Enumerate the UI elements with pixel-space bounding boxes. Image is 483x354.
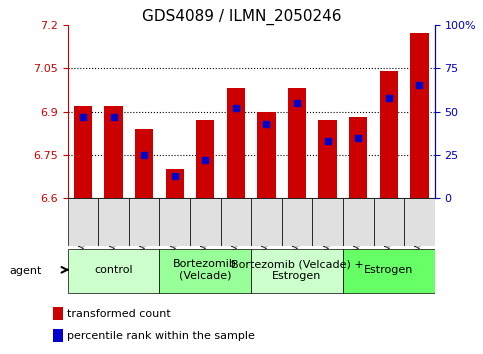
Text: Estrogen: Estrogen xyxy=(364,265,413,275)
Bar xyxy=(318,120,337,198)
Bar xyxy=(98,198,129,246)
Text: Bortezomib (Velcade) +
Estrogen: Bortezomib (Velcade) + Estrogen xyxy=(231,259,363,281)
Bar xyxy=(159,249,251,293)
Bar xyxy=(288,88,306,198)
Bar xyxy=(53,307,63,320)
Bar xyxy=(349,117,368,198)
Text: transformed count: transformed count xyxy=(68,309,171,319)
Bar xyxy=(410,34,428,198)
Bar xyxy=(257,112,276,198)
Bar xyxy=(282,198,313,246)
Bar xyxy=(53,329,63,342)
Text: percentile rank within the sample: percentile rank within the sample xyxy=(68,331,256,341)
Bar xyxy=(196,120,214,198)
Text: agent: agent xyxy=(10,266,42,276)
Text: Bortezomib
(Velcade): Bortezomib (Velcade) xyxy=(173,259,237,281)
Bar xyxy=(68,249,159,293)
Text: GDS4089 / ILMN_2050246: GDS4089 / ILMN_2050246 xyxy=(142,9,341,25)
Bar xyxy=(129,198,159,246)
Bar xyxy=(404,198,435,246)
Bar xyxy=(373,198,404,246)
Bar xyxy=(313,198,343,246)
Bar xyxy=(104,106,123,198)
Bar xyxy=(380,71,398,198)
Text: control: control xyxy=(94,265,133,275)
Bar xyxy=(159,198,190,246)
Bar xyxy=(68,198,98,246)
Bar xyxy=(74,106,92,198)
Bar xyxy=(135,129,153,198)
Bar xyxy=(221,198,251,246)
Bar xyxy=(166,169,184,198)
Bar xyxy=(251,249,343,293)
Bar xyxy=(343,198,373,246)
Bar xyxy=(227,88,245,198)
Bar xyxy=(251,198,282,246)
Bar xyxy=(343,249,435,293)
Bar xyxy=(190,198,221,246)
